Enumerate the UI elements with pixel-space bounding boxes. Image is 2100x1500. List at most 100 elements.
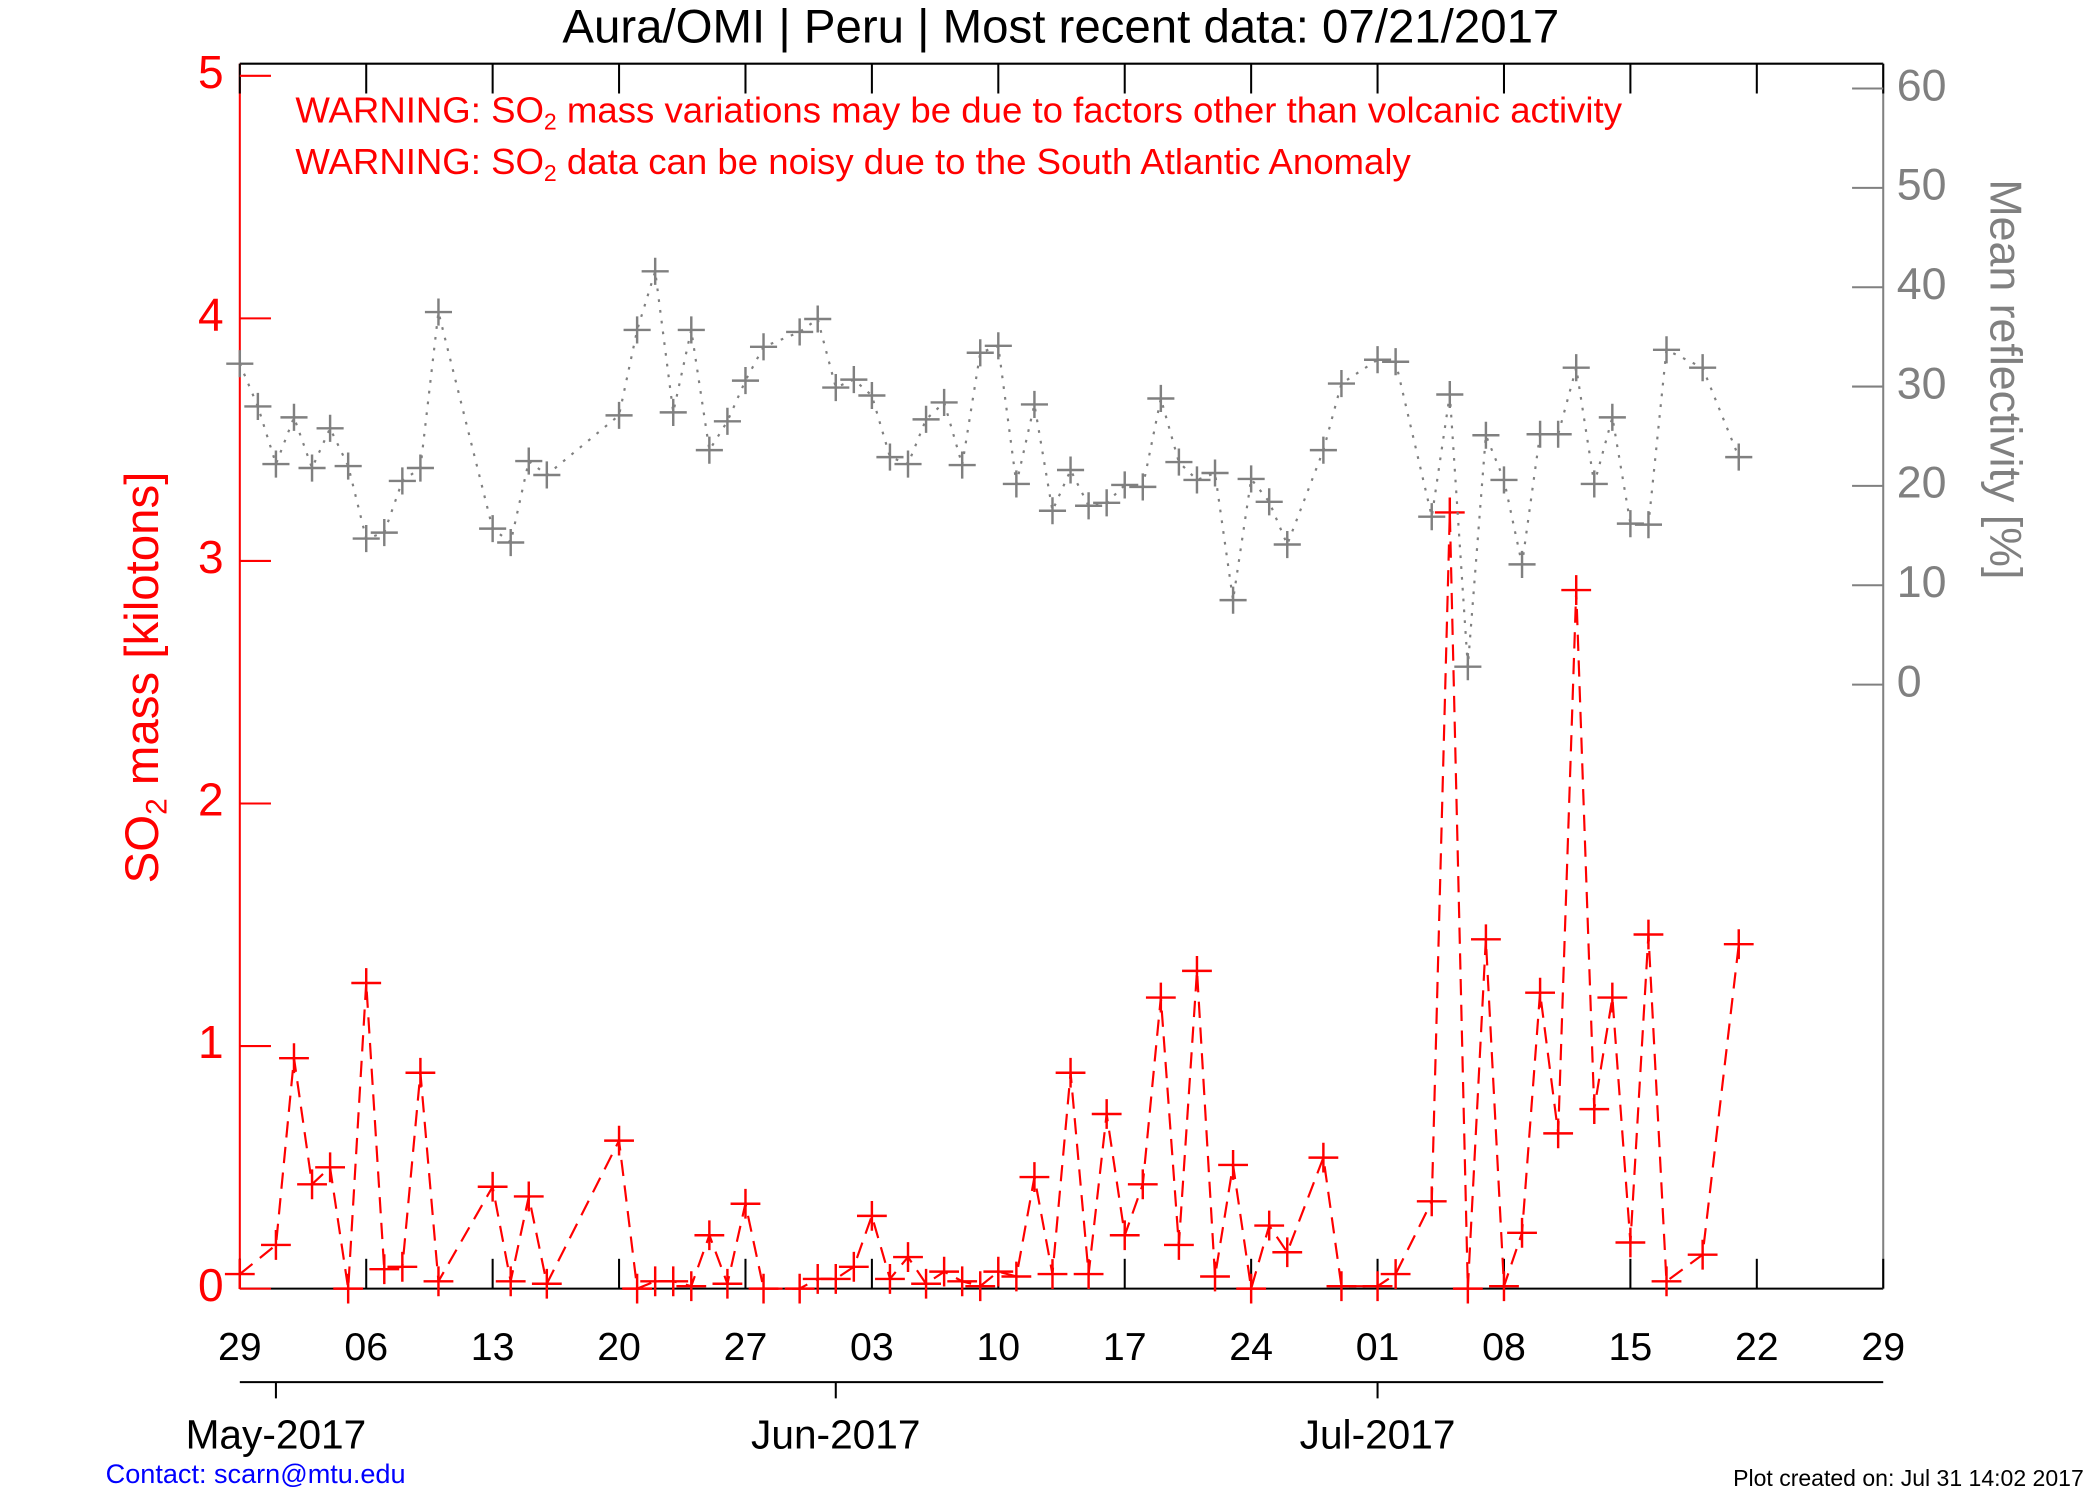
x-tick-label: 17 xyxy=(1103,1325,1147,1369)
point-marker xyxy=(784,1273,815,1304)
point-marker xyxy=(1327,370,1355,398)
point-marker xyxy=(984,332,1012,360)
y-tick-label: 3 xyxy=(198,531,224,583)
point-marker xyxy=(838,1251,869,1282)
point-marker xyxy=(911,1268,941,1299)
point-marker xyxy=(1218,1150,1248,1180)
point-marker xyxy=(875,1264,905,1294)
point-marker xyxy=(1055,1057,1086,1088)
x-tick-label: 03 xyxy=(850,1325,894,1369)
point-marker xyxy=(388,467,416,495)
point-marker xyxy=(495,1266,526,1297)
y-tick-label: 1 xyxy=(198,1016,224,1068)
point-marker xyxy=(1436,380,1464,409)
point-marker xyxy=(947,1266,978,1297)
point-marker xyxy=(1508,550,1536,578)
point-marker xyxy=(1689,354,1717,382)
warning-sub: 2 xyxy=(544,108,557,134)
x-tick-label: 29 xyxy=(218,1325,262,1369)
point-marker xyxy=(840,366,868,394)
x-tick-label: 01 xyxy=(1356,1325,1400,1369)
point-marker xyxy=(1416,1186,1447,1217)
point-marker xyxy=(894,450,922,478)
x-tick-label: 29 xyxy=(1861,1325,1905,1369)
point-marker xyxy=(1454,653,1482,681)
point-marker xyxy=(1272,1237,1303,1268)
point-marker xyxy=(279,1043,309,1074)
point-marker xyxy=(531,1268,562,1299)
point-marker xyxy=(856,1200,887,1231)
point-marker xyxy=(1380,1259,1411,1289)
point-marker xyxy=(1364,346,1392,374)
point-marker xyxy=(1020,390,1048,418)
point-marker xyxy=(1382,348,1410,376)
point-marker xyxy=(676,1271,707,1302)
point-marker xyxy=(1201,459,1229,487)
point-marker xyxy=(351,968,382,998)
point-marker xyxy=(479,515,507,543)
point-marker xyxy=(352,525,380,553)
point-marker xyxy=(820,1264,851,1294)
point-marker xyxy=(1111,471,1139,499)
point-marker xyxy=(658,1266,689,1297)
point-marker xyxy=(1597,982,1628,1013)
y-axis-label: SO2 mass [kilotons] xyxy=(116,472,174,884)
point-marker xyxy=(1038,497,1067,525)
point-marker xyxy=(1615,1227,1646,1258)
point-marker xyxy=(1001,1261,1032,1292)
point-marker xyxy=(1164,1230,1194,1260)
point-marker xyxy=(262,450,290,478)
point-marker xyxy=(315,1152,346,1183)
point-marker xyxy=(1633,919,1664,950)
point-marker xyxy=(261,1230,291,1260)
y-tick-label: 2 xyxy=(198,774,224,826)
point-marker xyxy=(730,1188,761,1219)
point-marker xyxy=(659,398,687,426)
point-marker xyxy=(695,436,723,464)
point-marker xyxy=(1434,497,1465,528)
month-label: May-2017 xyxy=(186,1411,367,1457)
contact: Contact: scarn@mtu.edu xyxy=(106,1458,406,1489)
point-marker xyxy=(712,1268,743,1299)
y2-tick-label: 60 xyxy=(1897,61,1947,110)
point-marker xyxy=(1580,470,1608,498)
point-marker xyxy=(1254,1210,1285,1241)
point-marker xyxy=(1073,1259,1104,1289)
point-marker xyxy=(1147,384,1175,413)
point-marker xyxy=(748,1273,779,1304)
point-marker xyxy=(1543,1118,1574,1149)
warning: WARNING: SO2 mass variations may be due … xyxy=(295,89,1622,134)
point-marker xyxy=(298,454,326,482)
warning-text: mass variations may be due to factors ot… xyxy=(557,89,1623,130)
point-marker xyxy=(929,1256,960,1287)
point-marker xyxy=(1019,1162,1050,1192)
point-marker xyxy=(1418,503,1446,531)
point-marker xyxy=(369,1254,400,1285)
point-marker xyxy=(533,461,561,489)
point-marker xyxy=(1723,929,1754,960)
point-marker xyxy=(1091,1099,1122,1129)
point-marker xyxy=(1525,977,1556,1008)
point-marker xyxy=(1472,421,1500,449)
point-marker xyxy=(1308,1142,1339,1173)
point-marker xyxy=(1075,492,1103,520)
point-marker xyxy=(405,1057,436,1088)
point-marker xyxy=(1093,489,1121,517)
y2-tick-label: 20 xyxy=(1897,459,1947,508)
y-axis-label-text: SO xyxy=(116,815,169,884)
point-marker xyxy=(858,381,886,410)
x-tick-label: 15 xyxy=(1609,1325,1653,1369)
y2-tick-label: 50 xyxy=(1897,161,1947,210)
point-marker xyxy=(1507,1217,1537,1248)
point-marker xyxy=(1579,1094,1610,1125)
point-marker xyxy=(713,407,741,435)
point-marker xyxy=(983,1256,1014,1287)
point-marker xyxy=(1725,443,1753,471)
point-marker xyxy=(1037,1259,1068,1289)
point-marker xyxy=(224,1259,255,1289)
series-line xyxy=(239,512,1740,1291)
point-marker xyxy=(424,298,453,326)
y2-tick-label: 30 xyxy=(1897,359,1947,408)
